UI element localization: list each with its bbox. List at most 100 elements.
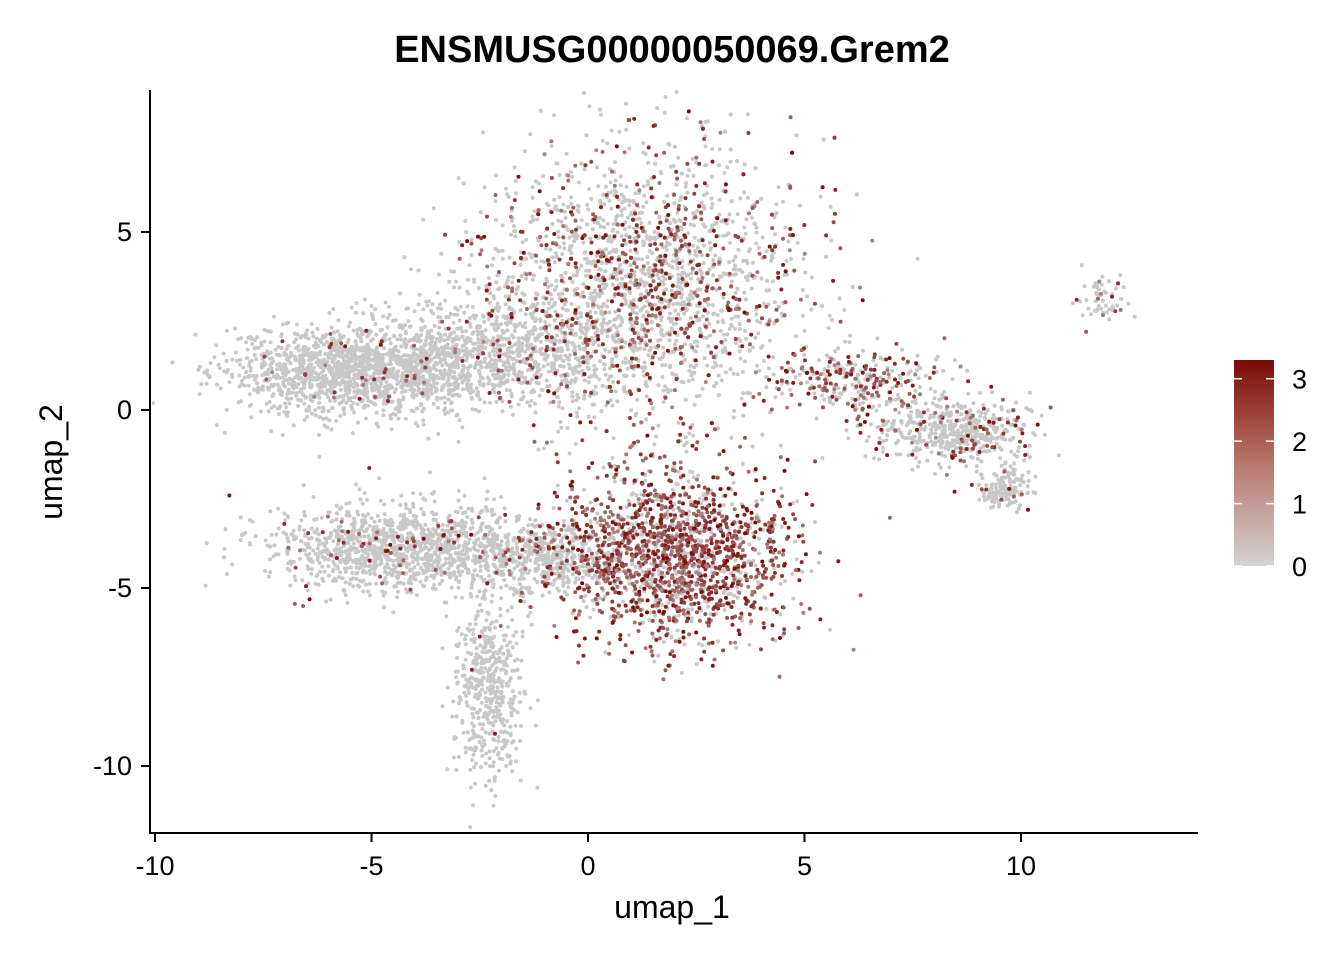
- cell-point: [452, 330, 457, 335]
- cell-point: [496, 308, 501, 313]
- cell-point: [281, 383, 286, 387]
- cell-point: [332, 356, 337, 361]
- cell-point: [412, 335, 417, 340]
- cell-point: [457, 318, 462, 323]
- cell-point: [530, 195, 535, 200]
- cell-point: [746, 195, 750, 200]
- cell-point: [829, 238, 834, 243]
- cell-point: [605, 141, 610, 146]
- cell-point: [817, 358, 822, 363]
- cell-point: [262, 327, 267, 332]
- cell-point: [846, 436, 851, 441]
- cell-point: [843, 339, 848, 344]
- cell-point: [264, 349, 269, 354]
- cell-point: [491, 372, 495, 377]
- cell-point: [742, 290, 747, 295]
- cell-point: [553, 358, 558, 363]
- cell-point: [565, 347, 570, 352]
- cell-point: [499, 379, 504, 384]
- cell-point: [916, 464, 920, 469]
- cell-point: [579, 325, 583, 330]
- cell-point: [646, 160, 651, 165]
- cell-point: [556, 218, 561, 223]
- cell-point: [900, 435, 905, 439]
- cell-point: [466, 378, 471, 383]
- cell-point: [941, 368, 946, 373]
- cell-point: [670, 317, 675, 321]
- cell-point: [679, 287, 684, 292]
- cell-point: [639, 221, 644, 226]
- cell-point: [214, 423, 219, 428]
- cell-point: [549, 439, 554, 444]
- cell-point: [610, 282, 615, 287]
- cell-point: [439, 251, 444, 256]
- cell-point: [287, 568, 292, 573]
- cell-point: [919, 426, 923, 431]
- cell-point: [385, 325, 390, 330]
- cell-point: [736, 247, 741, 252]
- cell-point: [447, 353, 452, 358]
- cell-point: [432, 582, 437, 587]
- cell-point: [330, 405, 335, 410]
- cell-point: [614, 354, 619, 359]
- cell-point: [509, 366, 514, 371]
- cell-point: [653, 161, 658, 166]
- cell-point: [372, 572, 377, 577]
- cell-point: [280, 433, 285, 438]
- cell-point: [609, 128, 614, 133]
- cell-point: [618, 262, 623, 267]
- cell-point: [520, 291, 525, 296]
- cell-point: [477, 368, 481, 373]
- cell-point: [742, 225, 747, 230]
- cell-point: [462, 343, 467, 348]
- cell-point: [979, 459, 984, 464]
- cell-point: [456, 439, 461, 444]
- cell-point: [244, 340, 249, 345]
- cell-point: [311, 334, 316, 339]
- cell-point: [626, 198, 631, 203]
- cell-point: [391, 411, 396, 416]
- cell-point: [929, 450, 934, 455]
- cell-point: [276, 506, 281, 511]
- cell-point: [633, 191, 638, 196]
- cell-point: [314, 355, 319, 360]
- cell-point: [288, 583, 293, 588]
- cell-point: [660, 375, 665, 380]
- cell-point: [377, 395, 382, 399]
- cell-point: [546, 203, 551, 208]
- cell-point: [629, 408, 634, 413]
- cell-point: [716, 393, 721, 398]
- cell-point: [935, 354, 940, 359]
- cell-point: [296, 348, 301, 353]
- cell-point: [719, 274, 724, 279]
- cell-point: [301, 348, 306, 353]
- cell-point: [296, 403, 300, 408]
- cell-point: [421, 387, 426, 392]
- cell-point: [594, 367, 599, 372]
- cell-point: [568, 170, 573, 175]
- cell-point: [233, 326, 238, 331]
- cell-point: [764, 249, 769, 254]
- cell-point: [557, 386, 561, 391]
- cell-point: [269, 429, 274, 434]
- cell-point: [491, 336, 496, 341]
- cell-point: [719, 219, 724, 224]
- cell-point: [770, 279, 775, 284]
- cell-point: [720, 318, 725, 323]
- cell-point: [587, 104, 592, 109]
- cell-point: [574, 356, 578, 361]
- cell-point: [547, 301, 551, 306]
- cell-point: [685, 190, 690, 195]
- cell-point: [504, 321, 508, 326]
- cell-point: [493, 199, 498, 204]
- cell-point: [486, 317, 491, 322]
- cell-point: [667, 338, 672, 343]
- cell-point: [968, 455, 973, 459]
- cell-point: [877, 457, 882, 462]
- cell-point: [361, 388, 366, 393]
- cell-point: [688, 292, 692, 297]
- cell-point: [992, 471, 997, 476]
- points-layer: [152, 90, 1137, 829]
- cell-point: [560, 406, 565, 411]
- cell-point: [875, 336, 880, 341]
